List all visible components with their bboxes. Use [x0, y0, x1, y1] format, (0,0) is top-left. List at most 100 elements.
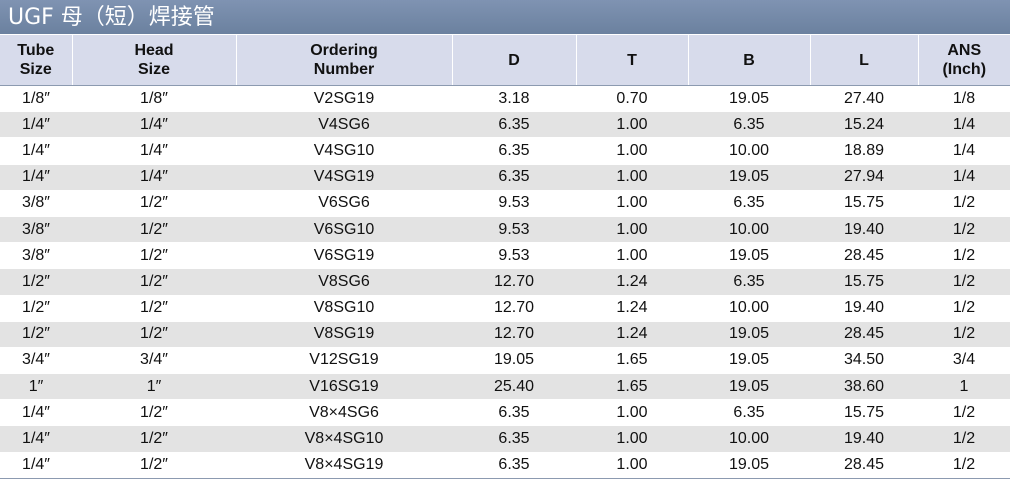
t-cell: 0.70	[576, 85, 688, 113]
l-cell: 38.60	[810, 373, 918, 401]
b-cell: 6.35	[688, 111, 810, 139]
t-cell: 1.00	[576, 216, 688, 244]
d-cell: 6.35	[452, 452, 576, 479]
b-cell: 19.05	[688, 321, 810, 348]
ordering-number-cell: V8×4SG10	[236, 425, 452, 453]
table-row: 3/8″ 1/2″ V6SG10 9.53 1.00 10.00 19.40 1/2	[0, 216, 1010, 244]
l-cell: 19.40	[810, 295, 918, 322]
head-size-cell: 1/2″	[72, 242, 236, 270]
l-cell: 28.45	[810, 321, 918, 348]
table-title: UGF 母（短）焊接管	[0, 0, 1010, 35]
l-cell: 18.89	[810, 137, 918, 165]
header-tube-size-line2: Size	[19, 61, 52, 78]
t-cell: 1.65	[576, 347, 688, 375]
d-cell: 6.35	[452, 399, 576, 427]
b-cell: 19.05	[688, 242, 810, 270]
ordering-number-cell: V12SG19	[236, 347, 452, 375]
tube-size-cell: 3/8″	[0, 242, 72, 270]
table-row: 1/4″ 1/2″ V8×4SG10 6.35 1.00 10.00 19.40 1/2	[0, 425, 1010, 453]
spec-table: Tube Size Head Size Ordering Number D T …	[0, 35, 1010, 479]
t-cell: 1.00	[576, 111, 688, 139]
ans-cell: 1	[918, 373, 1010, 401]
d-cell: 6.35	[452, 164, 576, 191]
header-head-size-line2: Size	[137, 61, 170, 78]
header-ans: ANS (Inch)	[918, 35, 1010, 86]
t-cell: 1.00	[576, 425, 688, 453]
header-ordering-number-line1: Ordering	[310, 42, 378, 59]
header-ordering-number-line2: Number	[313, 61, 375, 78]
header-row: Tube Size Head Size Ordering Number D T …	[0, 35, 1010, 86]
tube-size-cell: 1/4″	[0, 111, 72, 139]
tube-size-cell: 1/4″	[0, 137, 72, 165]
header-d: D	[452, 35, 577, 86]
header-tube-size: Tube Size	[0, 35, 73, 86]
head-size-cell: 1/2″	[72, 295, 236, 322]
d-cell: 3.18	[452, 85, 576, 113]
header-head-size-line1: Head	[134, 42, 174, 59]
ordering-number-cell: V4SG19	[236, 164, 452, 191]
tube-size-cell: 1/4″	[0, 164, 72, 191]
ordering-number-cell: V16SG19	[236, 373, 452, 401]
ans-cell: 1/2	[918, 321, 1010, 348]
d-cell: 6.35	[452, 425, 576, 453]
l-cell: 27.94	[810, 164, 918, 191]
ans-cell: 1/2	[918, 425, 1010, 453]
head-size-cell: 1/2″	[72, 425, 236, 453]
l-cell: 15.75	[810, 399, 918, 427]
b-cell: 6.35	[688, 399, 810, 427]
b-cell: 10.00	[688, 425, 810, 453]
head-size-cell: 1/2″	[72, 452, 236, 479]
tube-size-cell: 1/2″	[0, 295, 72, 322]
b-cell: 10.00	[688, 216, 810, 244]
head-size-cell: 1/4″	[72, 111, 236, 139]
table-row: 1/4″ 1/4″ V4SG6 6.35 1.00 6.35 15.24 1/4	[0, 111, 1010, 139]
t-cell: 1.00	[576, 137, 688, 165]
d-cell: 9.53	[452, 242, 576, 270]
tube-size-cell: 1/2″	[0, 268, 72, 296]
tube-size-cell: 3/8″	[0, 190, 72, 217]
b-cell: 10.00	[688, 295, 810, 322]
head-size-cell: 3/4″	[72, 347, 236, 375]
t-cell: 1.00	[576, 399, 688, 427]
head-size-cell: 1/8″	[72, 85, 236, 113]
head-size-cell: 1/4″	[72, 137, 236, 165]
l-cell: 19.40	[810, 216, 918, 244]
table-row: 3/4″ 3/4″ V12SG19 19.05 1.65 19.05 34.50 3/4	[0, 347, 1010, 375]
l-cell: 34.50	[810, 347, 918, 375]
t-cell: 1.00	[576, 452, 688, 479]
table-row: 1/8″ 1/8″ V2SG19 3.18 0.70 19.05 27.40 1/8	[0, 85, 1010, 113]
table-row: 1″ 1″ V16SG19 25.40 1.65 19.05 38.60 1	[0, 373, 1010, 401]
tube-size-cell: 1/4″	[0, 399, 72, 427]
t-cell: 1.00	[576, 164, 688, 191]
tube-size-cell: 1/8″	[0, 85, 72, 113]
ans-cell: 1/2	[918, 190, 1010, 217]
b-cell: 6.35	[688, 268, 810, 296]
b-cell: 19.05	[688, 85, 810, 113]
t-cell: 1.00	[576, 190, 688, 217]
ordering-number-cell: V8SG6	[236, 268, 452, 296]
ordering-number-cell: V8SG19	[236, 321, 452, 348]
table-row: 1/2″ 1/2″ V8SG19 12.70 1.24 19.05 28.45 1/2	[0, 321, 1010, 348]
ordering-number-cell: V6SG6	[236, 190, 452, 217]
header-tube-size-line1: Tube	[17, 42, 55, 59]
d-cell: 9.53	[452, 190, 576, 217]
l-cell: 15.75	[810, 190, 918, 217]
table-row: 1/4″ 1/4″ V4SG10 6.35 1.00 10.00 18.89 1/4	[0, 137, 1010, 165]
d-cell: 12.70	[452, 295, 576, 322]
t-cell: 1.00	[576, 242, 688, 270]
table-row: 1/2″ 1/2″ V8SG6 12.70 1.24 6.35 15.75 1/2	[0, 268, 1010, 296]
header-l: L	[810, 35, 919, 86]
head-size-cell: 1/2″	[72, 321, 236, 348]
header-ordering-number: Ordering Number	[236, 35, 453, 86]
ans-cell: 1/2	[918, 295, 1010, 322]
ans-cell: 1/2	[918, 399, 1010, 427]
header-t: T	[576, 35, 689, 86]
ans-cell: 1/4	[918, 164, 1010, 191]
l-cell: 19.40	[810, 425, 918, 453]
ordering-number-cell: V8×4SG19	[236, 452, 452, 479]
table-row: 1/2″ 1/2″ V8SG10 12.70 1.24 10.00 19.40 1/2	[0, 295, 1010, 322]
ans-cell: 1/2	[918, 216, 1010, 244]
head-size-cell: 1/2″	[72, 268, 236, 296]
table-row: 3/8″ 1/2″ V6SG19 9.53 1.00 19.05 28.45 1/2	[0, 242, 1010, 270]
header-ans-line2: (Inch)	[942, 61, 987, 78]
